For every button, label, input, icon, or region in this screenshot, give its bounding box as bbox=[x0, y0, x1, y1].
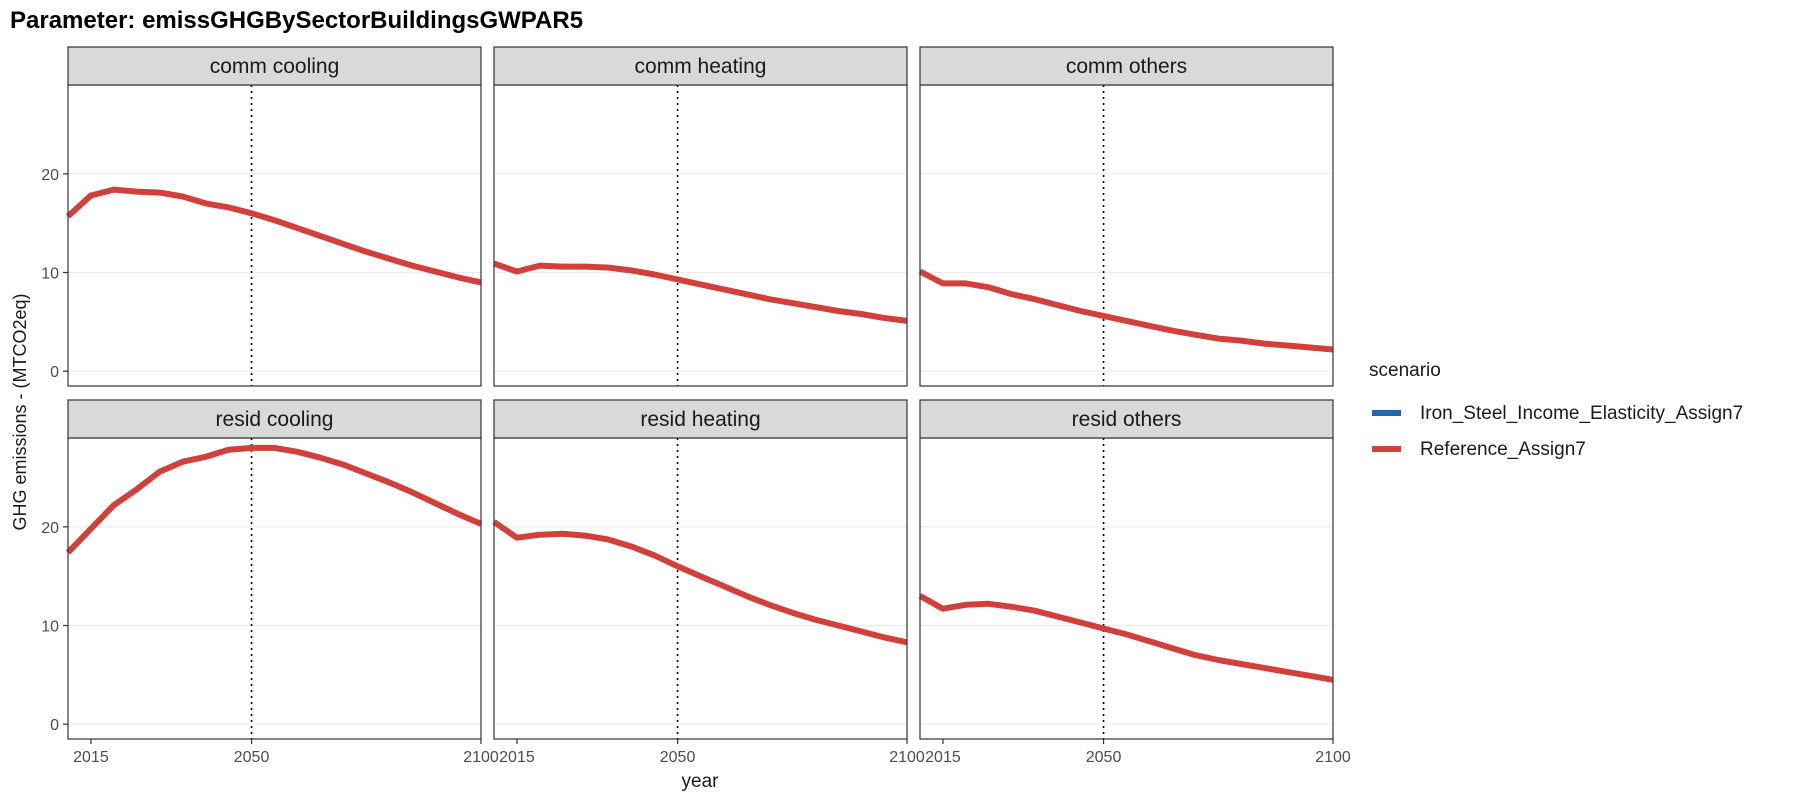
legend-item: Reference_Assign7 bbox=[1372, 439, 1586, 460]
panel-background bbox=[68, 438, 481, 739]
legend-item: Iron_Steel_Income_Elasticity_Assign7 bbox=[1372, 403, 1743, 424]
facet-strip-label: resid cooling bbox=[216, 408, 334, 431]
y-tick-label: 0 bbox=[50, 364, 59, 381]
y-tick-label: 0 bbox=[50, 717, 59, 734]
series-line-Reference_Assign7 bbox=[65, 444, 483, 555]
facet-strip bbox=[67, 399, 482, 439]
facet-panel: resid cooling 0 10 20 2015 2050 2100 bbox=[41, 399, 499, 766]
x-tick-label: 2050 bbox=[234, 749, 270, 766]
series-line-Reference_Assign7 bbox=[918, 593, 1334, 683]
facet-strip bbox=[493, 46, 908, 86]
x-tick-label: 2015 bbox=[73, 749, 109, 766]
x-tick-label: 2050 bbox=[1086, 749, 1122, 766]
facet-strip bbox=[919, 46, 1334, 86]
x-tick-label: 2015 bbox=[925, 749, 961, 766]
facet-strip bbox=[919, 399, 1334, 439]
x-tick-label: 2050 bbox=[660, 749, 696, 766]
chart-title: Parameter: emissGHGBySectorBuildingsGWPA… bbox=[10, 7, 583, 34]
facet-strip-label: resid heating bbox=[640, 408, 760, 431]
panel-background bbox=[68, 85, 481, 386]
legend-title: scenario bbox=[1369, 360, 1441, 381]
facet-strip bbox=[67, 46, 482, 86]
legend-items: Iron_Steel_Income_Elasticity_Assign7 Refe… bbox=[1372, 403, 1743, 460]
facet-strip-label: comm cooling bbox=[210, 55, 340, 78]
facet-panel: resid heating 2015 2050 2100 bbox=[492, 399, 925, 766]
panel-background bbox=[494, 85, 907, 386]
legend-label: Reference_Assign7 bbox=[1420, 439, 1586, 460]
facet-strip-label: comm others bbox=[1066, 55, 1187, 78]
y-tick-label: 10 bbox=[41, 266, 59, 283]
y-tick-label: 20 bbox=[41, 167, 59, 184]
series-line-Reference_Assign7 bbox=[65, 186, 482, 286]
legend-label: Iron_Steel_Income_Elasticity_Assign7 bbox=[1420, 403, 1743, 424]
facet-panels: comm cooling 0 10 20 comm heating comm others… bbox=[41, 46, 1351, 766]
x-tick-label: 2100 bbox=[1315, 749, 1351, 766]
series-line-Reference_Assign7 bbox=[492, 519, 908, 646]
facet-strip bbox=[493, 399, 908, 439]
panel-background bbox=[920, 85, 1333, 386]
panel-background bbox=[494, 438, 907, 739]
series-line-Reference_Assign7 bbox=[918, 268, 1334, 353]
y-tick-label: 10 bbox=[41, 619, 59, 636]
y-tick-label: 20 bbox=[41, 520, 59, 537]
x-tick-label: 2015 bbox=[499, 749, 535, 766]
y-axis-label: GHG emissions - (MTCO2eq) bbox=[10, 293, 30, 530]
x-axis-label: year bbox=[682, 771, 720, 792]
facet-panel: comm cooling 0 10 20 bbox=[41, 46, 482, 387]
facet-strip-label: resid others bbox=[1072, 408, 1182, 431]
series-line-Reference_Assign7 bbox=[493, 260, 908, 324]
facet-panel: comm heating bbox=[493, 46, 908, 387]
facet-panel: comm others bbox=[918, 46, 1334, 387]
facet-panel: resid others 2015 2050 2100 bbox=[918, 399, 1351, 766]
x-tick-label: 2100 bbox=[889, 749, 925, 766]
panel-background bbox=[920, 438, 1333, 739]
facet-strip-label: comm heating bbox=[635, 55, 767, 78]
x-tick-label: 2100 bbox=[463, 749, 499, 766]
legend: scenario Iron_Steel_Income_Elasticity_As… bbox=[1369, 360, 1743, 460]
